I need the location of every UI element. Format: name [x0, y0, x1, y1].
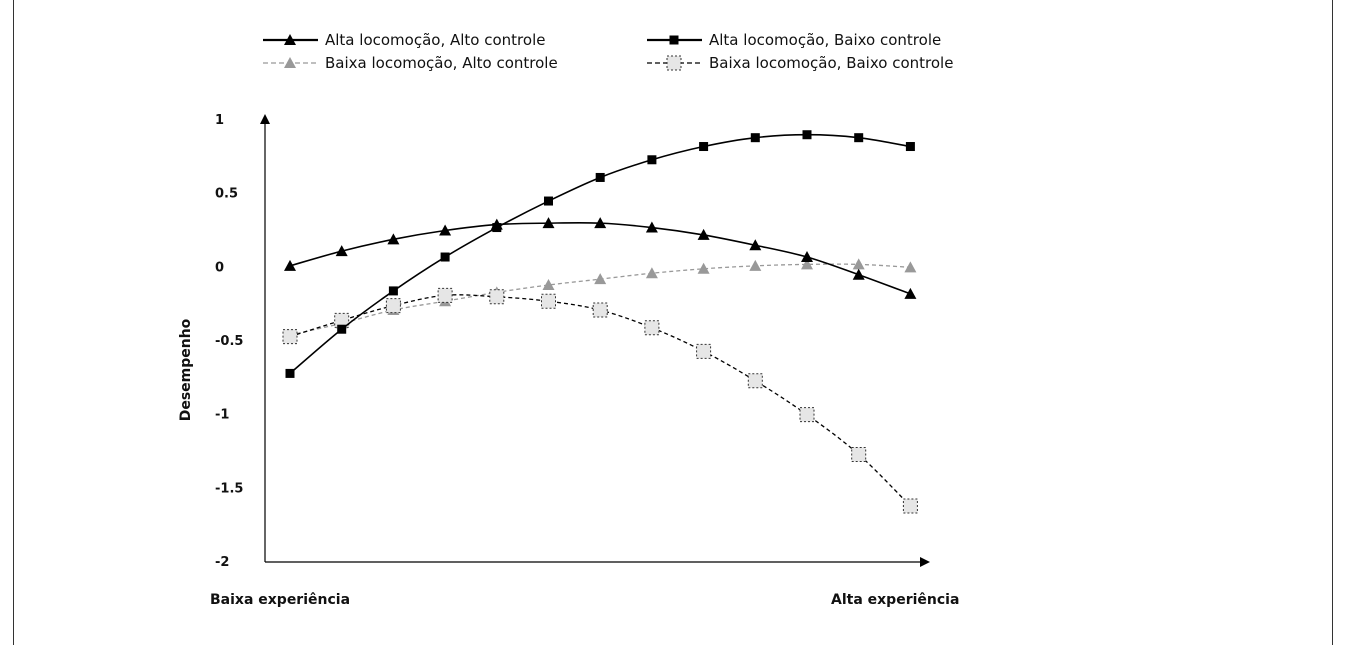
- data-point: [904, 287, 917, 299]
- legend-label: Alta locomoção, Alto controle: [325, 31, 545, 49]
- data-point: [851, 446, 867, 462]
- data-point: [645, 221, 658, 233]
- data-point: [747, 373, 763, 389]
- legend-entry: Baixa locomoção, Baixo controle: [647, 54, 953, 72]
- legend-label: Baixa locomoção, Alto controle: [325, 54, 558, 72]
- data-point: [801, 251, 813, 263]
- data-point: [337, 324, 347, 334]
- data-point: [594, 217, 607, 229]
- chart-frame: [13, 0, 1333, 645]
- y-tick-label: -1.5: [215, 481, 243, 496]
- data-point: [437, 287, 453, 303]
- data-point: [594, 273, 607, 285]
- data-point: [801, 258, 813, 270]
- data-point: [439, 224, 452, 236]
- x-axis-label-left: Baixa experiência: [210, 592, 350, 608]
- data-point: [544, 196, 553, 206]
- data-point: [644, 320, 660, 336]
- data-point: [285, 368, 295, 378]
- data-point: [647, 155, 657, 165]
- data-point: [697, 228, 710, 240]
- data-point: [852, 268, 865, 280]
- data-point: [334, 312, 350, 328]
- data-point: [854, 133, 864, 143]
- series-line: [289, 133, 911, 375]
- legend-entry: Alta locomoção, Alto controle: [263, 31, 545, 49]
- series-3: [284, 258, 917, 341]
- data-point: [595, 172, 605, 182]
- legend-marker: [284, 34, 296, 45]
- data-point: [490, 218, 503, 230]
- legend-entry: Baixa locomoção, Alto controle: [263, 54, 558, 72]
- data-point: [387, 233, 400, 245]
- x-axis-label-right: Alta experiência: [831, 592, 959, 608]
- data-point: [750, 133, 760, 143]
- data-point: [282, 329, 298, 345]
- legend-label: Alta locomoção, Baixo controle: [709, 31, 941, 49]
- data-point: [696, 343, 712, 359]
- series-4: [282, 287, 918, 514]
- data-point: [385, 298, 401, 314]
- data-point: [388, 286, 398, 296]
- data-point: [541, 293, 556, 309]
- data-point: [697, 262, 710, 274]
- data-point: [284, 259, 296, 271]
- data-point: [542, 279, 555, 291]
- data-point: [489, 289, 505, 305]
- series-2: [285, 130, 915, 378]
- data-point: [335, 245, 348, 257]
- legend-marker: [284, 57, 296, 68]
- y-tick-label: 0: [215, 260, 224, 275]
- data-point: [904, 261, 917, 273]
- data-point: [802, 130, 812, 140]
- data-point: [542, 217, 555, 229]
- data-point: [440, 252, 450, 262]
- y-tick-label: -1: [215, 408, 229, 423]
- data-point: [749, 259, 762, 271]
- series-1: [284, 217, 917, 299]
- legend-entry: Alta locomoção, Baixo controle: [647, 31, 941, 49]
- series-line: [289, 294, 911, 507]
- y-tick-label: -2: [215, 555, 229, 570]
- legend-label: Baixa locomoção, Baixo controle: [709, 54, 953, 72]
- data-point: [852, 258, 865, 270]
- data-point: [905, 142, 915, 152]
- data-point: [699, 142, 709, 152]
- data-point: [592, 302, 608, 318]
- y-axis-label: Desempenho: [178, 318, 194, 421]
- data-point: [902, 498, 918, 514]
- y-tick-label: 0.5: [215, 187, 238, 202]
- y-tick-label: 1: [215, 113, 224, 128]
- data-point: [799, 407, 815, 423]
- legend-marker: [669, 35, 679, 45]
- data-point: [645, 267, 658, 279]
- data-point: [749, 239, 762, 251]
- y-tick-label: -0.5: [215, 334, 243, 349]
- legend-marker: [666, 55, 682, 71]
